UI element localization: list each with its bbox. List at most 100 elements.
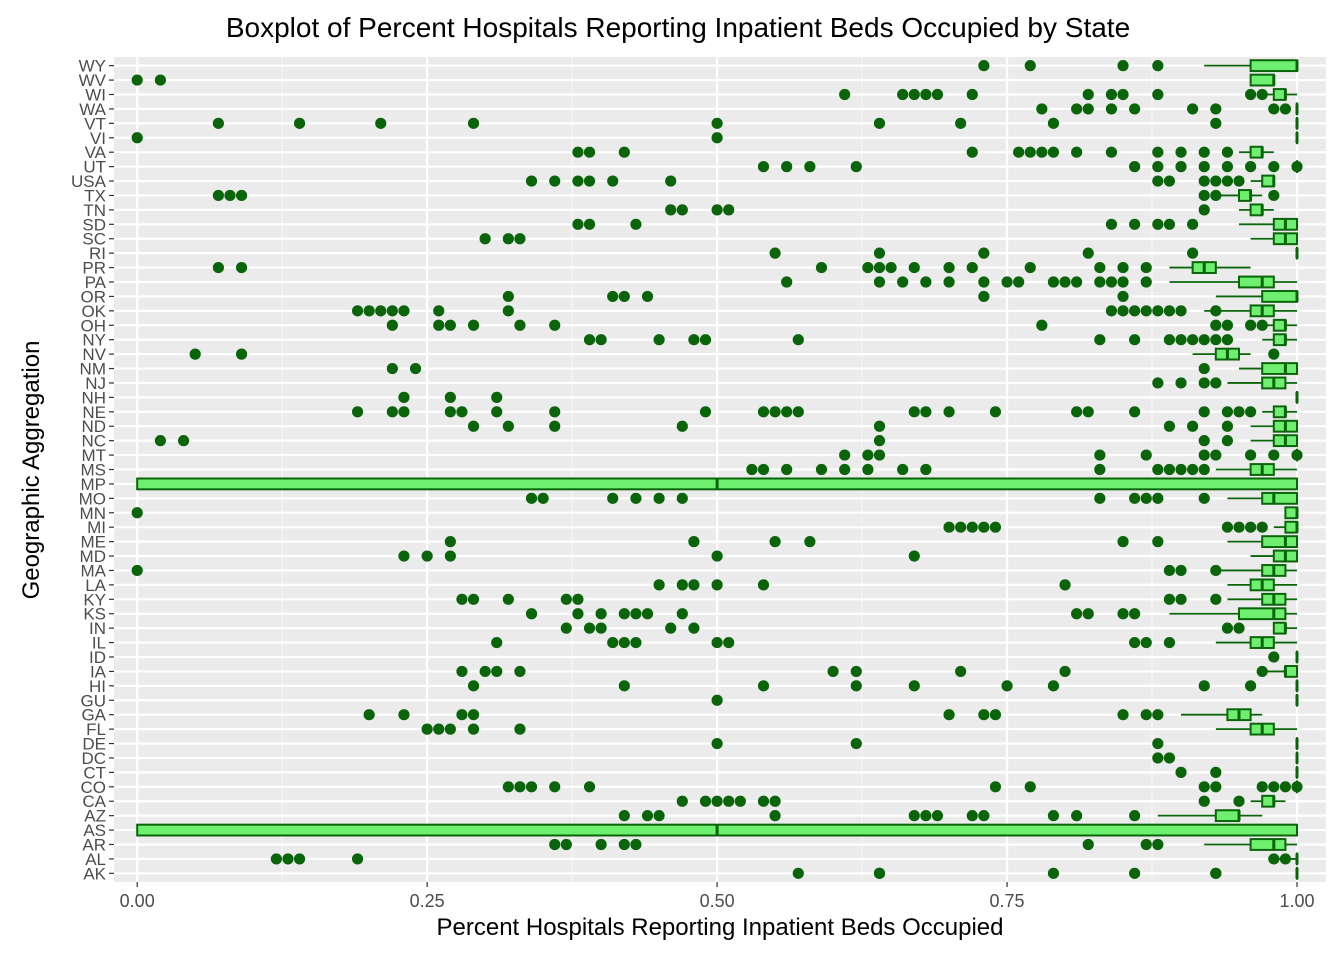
outlier-point: [1117, 261, 1129, 274]
outlier-point: [665, 622, 677, 634]
outlier-point: [607, 636, 619, 649]
chart-title: Boxplot of Percent Hospitals Reporting I…: [225, 12, 1131, 43]
outlier-point: [479, 665, 491, 678]
outlier-point: [1152, 536, 1164, 548]
outlier-point: [1071, 406, 1083, 418]
outlier-point: [1198, 795, 1210, 807]
outlier-point: [676, 420, 688, 432]
outlier-point: [1245, 449, 1257, 461]
outlier-point: [583, 781, 596, 793]
outlier-point: [1233, 622, 1245, 634]
box-mn: [1284, 506, 1299, 520]
outlier-point: [1175, 161, 1187, 173]
outlier-point: [491, 391, 503, 403]
outlier-point: [978, 709, 990, 721]
y-tick-label-ga: GA: [81, 706, 106, 725]
outlier-point: [131, 74, 143, 86]
outlier-point: [653, 334, 665, 346]
outlier-point: [792, 334, 804, 346]
outlier-point: [804, 536, 816, 548]
outlier-point: [665, 204, 677, 216]
outlier-point: [873, 117, 886, 129]
outlier-point: [618, 608, 630, 620]
outlier-point: [966, 261, 978, 274]
outlier-point: [1187, 463, 1199, 476]
outlier-point: [1140, 305, 1152, 317]
outlier-point: [931, 810, 944, 822]
outlier-point: [873, 435, 886, 447]
outlier-point: [456, 665, 468, 678]
outlier-point: [781, 406, 793, 418]
outlier-point: [525, 608, 538, 620]
outlier-point: [433, 723, 445, 735]
outlier-point: [595, 608, 607, 620]
outlier-point: [676, 795, 688, 807]
outlier-point: [1163, 636, 1176, 649]
outlier-point: [1187, 334, 1199, 346]
y-tick-label-fl: FL: [86, 720, 106, 739]
outlier-point: [467, 117, 480, 129]
outlier-point: [781, 161, 793, 173]
outlier-point: [421, 550, 433, 562]
outlier-point: [769, 795, 781, 807]
outlier-point: [1129, 608, 1141, 620]
outlier-point: [966, 810, 978, 822]
box-wy: [1249, 59, 1299, 73]
y-tick-label-ia: IA: [90, 662, 107, 681]
outlier-point: [641, 608, 654, 620]
outlier-point: [560, 838, 572, 851]
outlier-point: [653, 492, 665, 504]
outlier-point: [955, 665, 967, 678]
y-tick-label-nm: NM: [80, 360, 106, 379]
outlier-point: [873, 449, 886, 461]
y-tick-label-ut: UT: [83, 158, 106, 177]
outlier-point: [1163, 564, 1176, 577]
outlier-point: [1105, 103, 1118, 115]
outlier-point: [375, 117, 387, 129]
outlier-point: [757, 463, 770, 476]
outlier-point: [908, 550, 920, 562]
outlier-point: [873, 276, 886, 288]
outlier-point: [699, 795, 712, 807]
outlier-point: [920, 463, 932, 476]
outlier-point: [989, 709, 1002, 721]
outlier-point: [978, 521, 990, 533]
outlier-point: [1198, 175, 1210, 187]
outlier-point: [1047, 276, 1060, 288]
outlier-point: [1152, 737, 1164, 750]
outlier-point: [386, 406, 398, 418]
outlier-point: [1129, 218, 1141, 230]
y-tick-label-me: ME: [81, 533, 107, 552]
outlier-point: [1245, 680, 1257, 692]
outlier-point: [723, 204, 735, 216]
outlier-point: [792, 867, 804, 879]
outlier-point: [572, 146, 584, 158]
x-tick-label: 0.50: [700, 891, 735, 911]
outlier-point: [1024, 261, 1036, 274]
outlier-point: [212, 117, 224, 129]
outlier-point: [1221, 319, 1234, 331]
outlier-point: [1198, 463, 1210, 476]
outlier-point: [525, 781, 538, 793]
outlier-point: [618, 636, 630, 649]
outlier-point: [525, 492, 538, 504]
outlier-point: [1094, 261, 1106, 274]
outlier-point: [850, 737, 862, 750]
outlier-point: [966, 521, 978, 533]
outlier-point: [989, 781, 1002, 793]
outlier-point: [1024, 781, 1036, 793]
box-ar: [1249, 838, 1287, 851]
outlier-point: [665, 175, 677, 187]
outlier-point: [131, 564, 143, 577]
outlier-point: [1175, 593, 1187, 605]
outlier-point: [270, 853, 282, 865]
outlier-point: [433, 319, 445, 331]
outlier-point: [537, 492, 549, 504]
y-tick-label-nd: ND: [81, 417, 106, 436]
box-nm: [1261, 362, 1299, 375]
outlier-point: [1210, 175, 1222, 187]
outlier-point: [908, 810, 920, 822]
outlier-point: [1071, 608, 1083, 620]
outlier-point: [1152, 709, 1164, 721]
outlier-point: [1117, 276, 1129, 288]
